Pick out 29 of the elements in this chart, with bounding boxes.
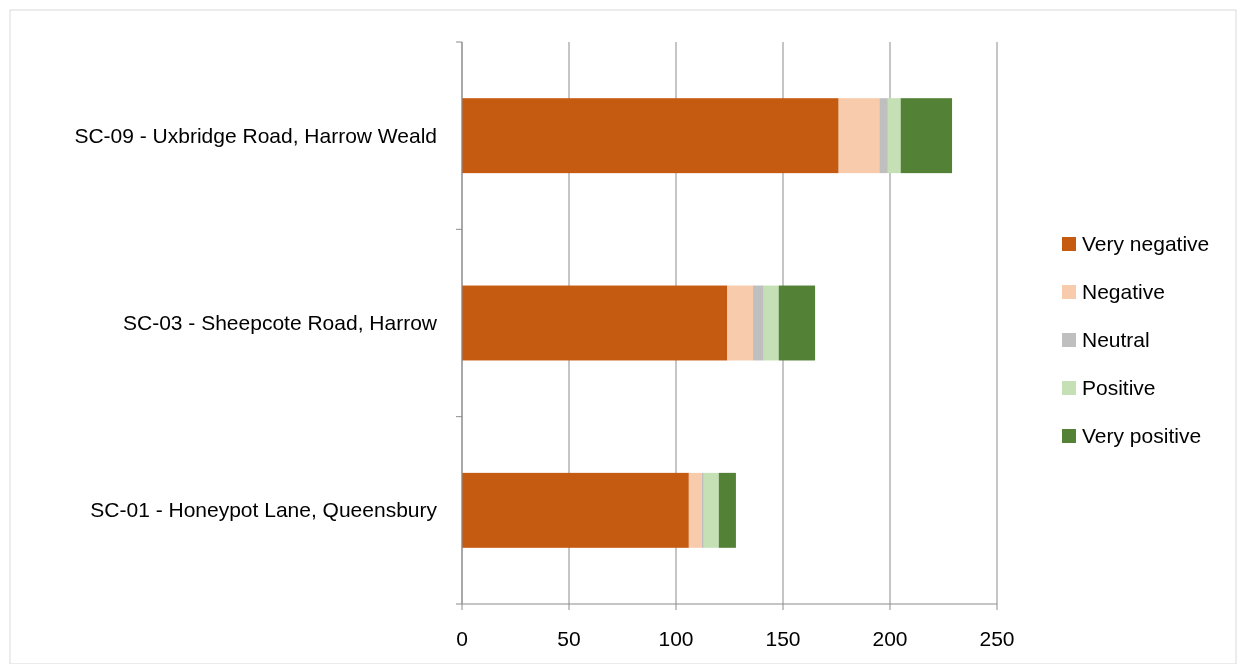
- legend-label: Negative: [1082, 280, 1165, 303]
- legend-label: Positive: [1082, 376, 1156, 399]
- legend-label: Neutral: [1082, 328, 1150, 351]
- bar: [701, 472, 704, 548]
- y-tick-label: SC-03 - Sheepcote Road, Harrow: [123, 311, 438, 334]
- bar: [718, 472, 736, 548]
- bar: [778, 285, 816, 361]
- bar: [838, 98, 880, 174]
- bar: [763, 285, 779, 361]
- bar: [462, 285, 728, 361]
- bar: [753, 285, 764, 361]
- bar: [703, 472, 719, 548]
- bar: [887, 98, 901, 174]
- x-tick-label: 50: [557, 627, 581, 650]
- legend-label: Very negative: [1082, 232, 1210, 255]
- bar: [688, 472, 702, 548]
- bar: [900, 98, 953, 174]
- bar: [462, 472, 689, 548]
- bar: [462, 98, 839, 174]
- x-tick-label: 100: [658, 627, 694, 650]
- legend-label: Very positive: [1082, 424, 1202, 447]
- bar: [727, 285, 754, 361]
- x-tick-label: 150: [765, 627, 801, 650]
- x-tick-label: 0: [456, 627, 468, 650]
- x-tick-label: 250: [979, 627, 1015, 650]
- x-tick-label: 200: [872, 627, 908, 650]
- y-tick-label: SC-09 - Uxbridge Road, Harrow Weald: [74, 123, 437, 147]
- bar: [879, 98, 888, 174]
- y-tick-label: SC-01 - Honeypot Lane, Queensbury: [90, 498, 438, 522]
